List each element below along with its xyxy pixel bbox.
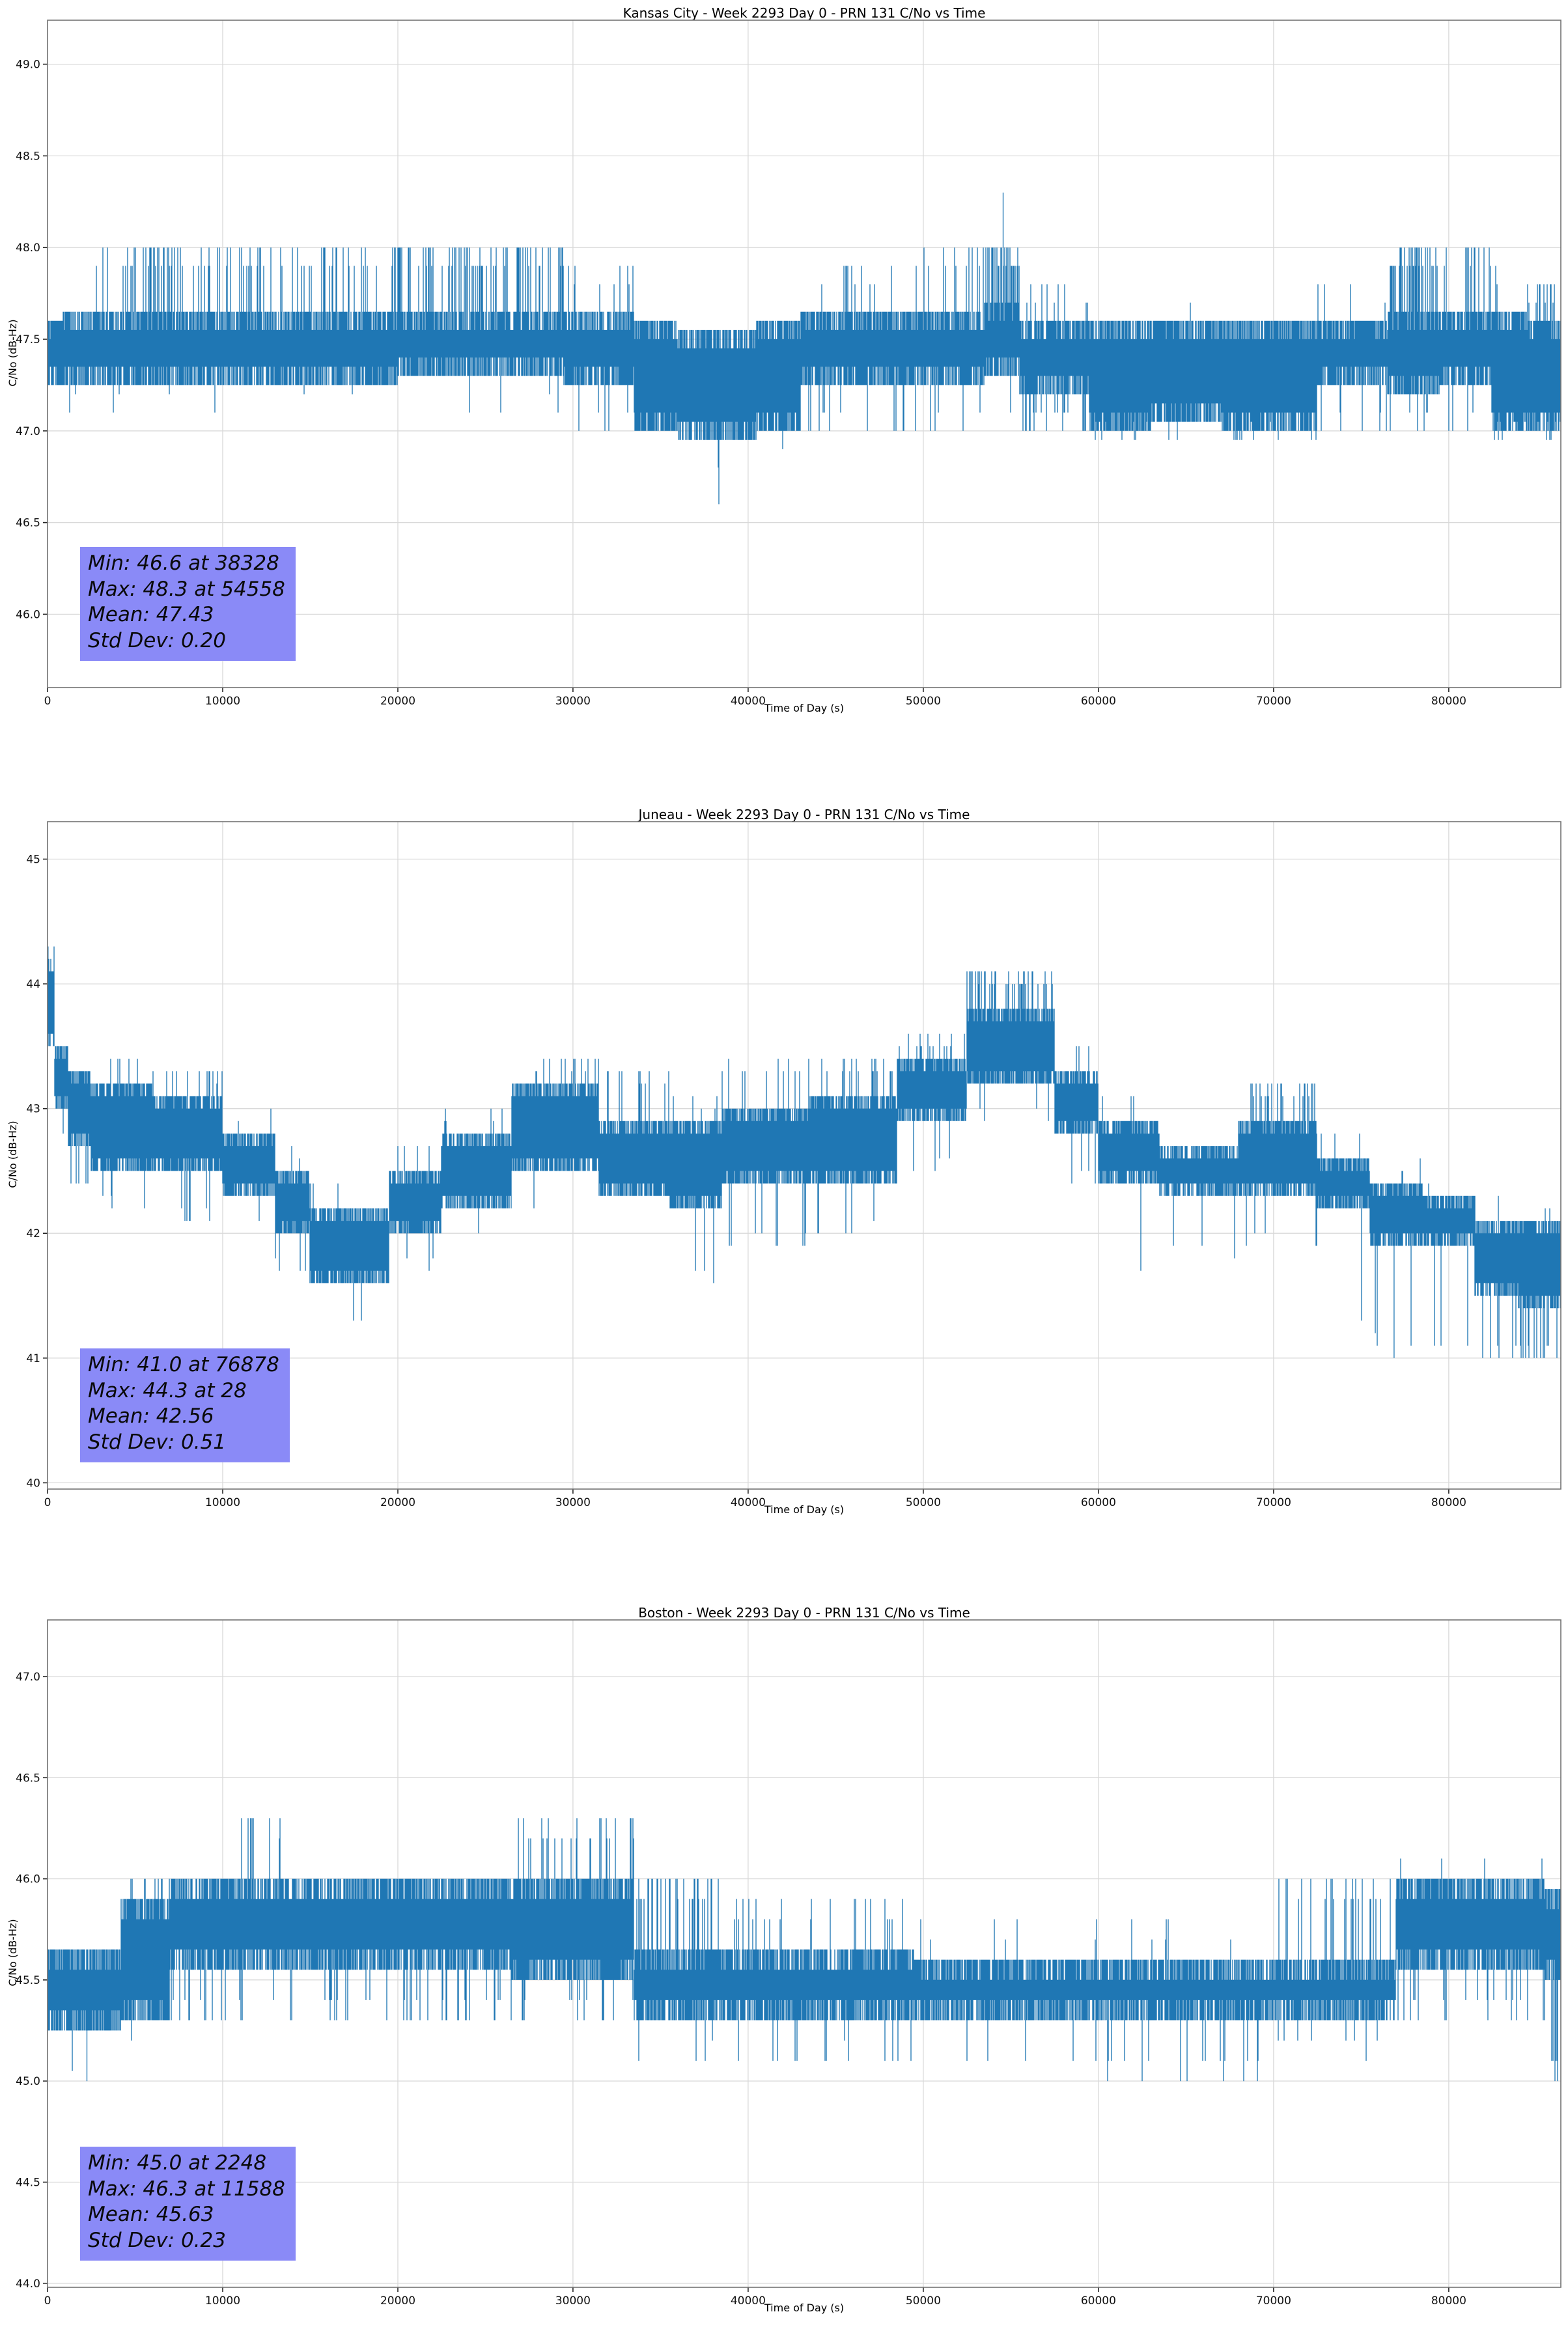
svg-text:44: 44 (26, 978, 40, 991)
stat-mean: Mean: 45.63 (88, 2203, 214, 2227)
stat-mean: Mean: 47.43 (88, 603, 214, 627)
stats-annotation: Min: 46.6 at 38328 Max: 48.3 at 54558 Me… (80, 547, 296, 661)
stat-max: Max: 44.3 at 28 (88, 1378, 247, 1402)
figure-kansas-city: Kansas City - Week 2293 Day 0 - PRN 131 … (0, 0, 1568, 742)
figure-juneau: Juneau - Week 2293 Day 0 - PRN 131 C/No … (0, 802, 1568, 1544)
svg-text:46.0: 46.0 (16, 1873, 40, 1886)
plot-area: 0 10000 20000 30000 40000 50000 60000 70000 8000… (0, 20, 1568, 740)
chart-title: Boston - Week 2293 Day 0 - PRN 131 C/No … (638, 1605, 970, 1621)
stat-max: Max: 46.3 at 11588 (88, 2177, 285, 2201)
svg-text:10000: 10000 (205, 2294, 240, 2307)
svg-text:41: 41 (26, 1352, 40, 1365)
svg-text:44.5: 44.5 (16, 2177, 40, 2190)
svg-text:10000: 10000 (205, 695, 240, 708)
x-axis-label: Time of Day (s) (764, 2302, 845, 2314)
svg-text:60000: 60000 (1081, 695, 1116, 708)
svg-text:50000: 50000 (906, 1496, 941, 1509)
svg-text:49.0: 49.0 (16, 59, 40, 72)
svg-text:50000: 50000 (906, 695, 941, 708)
svg-text:47.0: 47.0 (16, 1671, 40, 1684)
stat-min: Min: 46.6 at 38328 (88, 551, 279, 575)
svg-text:44.0: 44.0 (16, 2278, 40, 2291)
svg-text:46.5: 46.5 (16, 517, 40, 530)
svg-text:30000: 30000 (555, 695, 591, 708)
svg-text:50000: 50000 (906, 2294, 941, 2307)
svg-text:47.0: 47.0 (16, 425, 40, 438)
chart-title: Juneau - Week 2293 Day 0 - PRN 131 C/No … (638, 807, 970, 822)
svg-text:70000: 70000 (1256, 1496, 1291, 1509)
svg-text:80000: 80000 (1431, 2294, 1466, 2307)
svg-text:70000: 70000 (1256, 695, 1291, 708)
svg-text:40: 40 (26, 1477, 40, 1490)
svg-text:48.5: 48.5 (16, 150, 40, 163)
svg-text:45.0: 45.0 (16, 2075, 40, 2088)
svg-text:48.0: 48.0 (16, 242, 40, 255)
svg-text:46.5: 46.5 (16, 1772, 40, 1785)
stat-min: Min: 41.0 at 76878 (88, 1353, 279, 1376)
plot-area: 0 10000 20000 30000 40000 50000 60000 70000 8000… (0, 1619, 1568, 2339)
svg-text:30000: 30000 (555, 2294, 591, 2307)
svg-text:43: 43 (26, 1103, 40, 1116)
plot-area: 0 10000 20000 30000 40000 50000 60000 70000 8000… (0, 821, 1568, 1541)
svg-text:0: 0 (44, 1496, 51, 1509)
stats-annotation: Min: 41.0 at 76878 Max: 44.3 at 28 Mean:… (80, 1348, 290, 1462)
svg-text:70000: 70000 (1256, 2294, 1291, 2307)
svg-text:20000: 20000 (380, 2294, 415, 2307)
stat-max: Max: 48.3 at 54558 (88, 577, 285, 601)
stat-mean: Mean: 42.56 (88, 1404, 214, 1429)
stat-stddev: Std Dev: 0.51 (88, 1430, 226, 1455)
svg-text:20000: 20000 (380, 695, 415, 708)
svg-text:60000: 60000 (1081, 2294, 1116, 2307)
x-axis-label: Time of Day (s) (764, 702, 845, 714)
figure-boston: Boston - Week 2293 Day 0 - PRN 131 C/No … (0, 1600, 1568, 2342)
svg-text:45.5: 45.5 (16, 1974, 40, 1987)
svg-text:30000: 30000 (555, 1496, 591, 1509)
svg-text:45: 45 (26, 854, 40, 867)
svg-text:80000: 80000 (1431, 1496, 1466, 1509)
svg-text:0: 0 (44, 695, 51, 708)
svg-text:40000: 40000 (731, 695, 766, 708)
svg-text:40000: 40000 (731, 2294, 766, 2307)
svg-text:10000: 10000 (205, 1496, 240, 1509)
svg-text:42: 42 (26, 1227, 40, 1240)
svg-text:0: 0 (44, 2294, 51, 2307)
svg-text:46.0: 46.0 (16, 608, 40, 621)
stats-annotation: Min: 45.0 at 2248 Max: 46.3 at 11588 Mea… (80, 2147, 296, 2261)
stat-stddev: Std Dev: 0.20 (88, 629, 226, 653)
stat-stddev: Std Dev: 0.23 (88, 2229, 226, 2253)
x-axis-label: Time of Day (s) (764, 1503, 845, 1516)
chart-title: Kansas City - Week 2293 Day 0 - PRN 131 … (623, 5, 986, 21)
svg-text:40000: 40000 (731, 1496, 766, 1509)
stat-min: Min: 45.0 at 2248 (88, 2151, 267, 2175)
svg-text:60000: 60000 (1081, 1496, 1116, 1509)
svg-text:20000: 20000 (380, 1496, 415, 1509)
svg-text:80000: 80000 (1431, 695, 1466, 708)
svg-text:47.5: 47.5 (16, 333, 40, 346)
